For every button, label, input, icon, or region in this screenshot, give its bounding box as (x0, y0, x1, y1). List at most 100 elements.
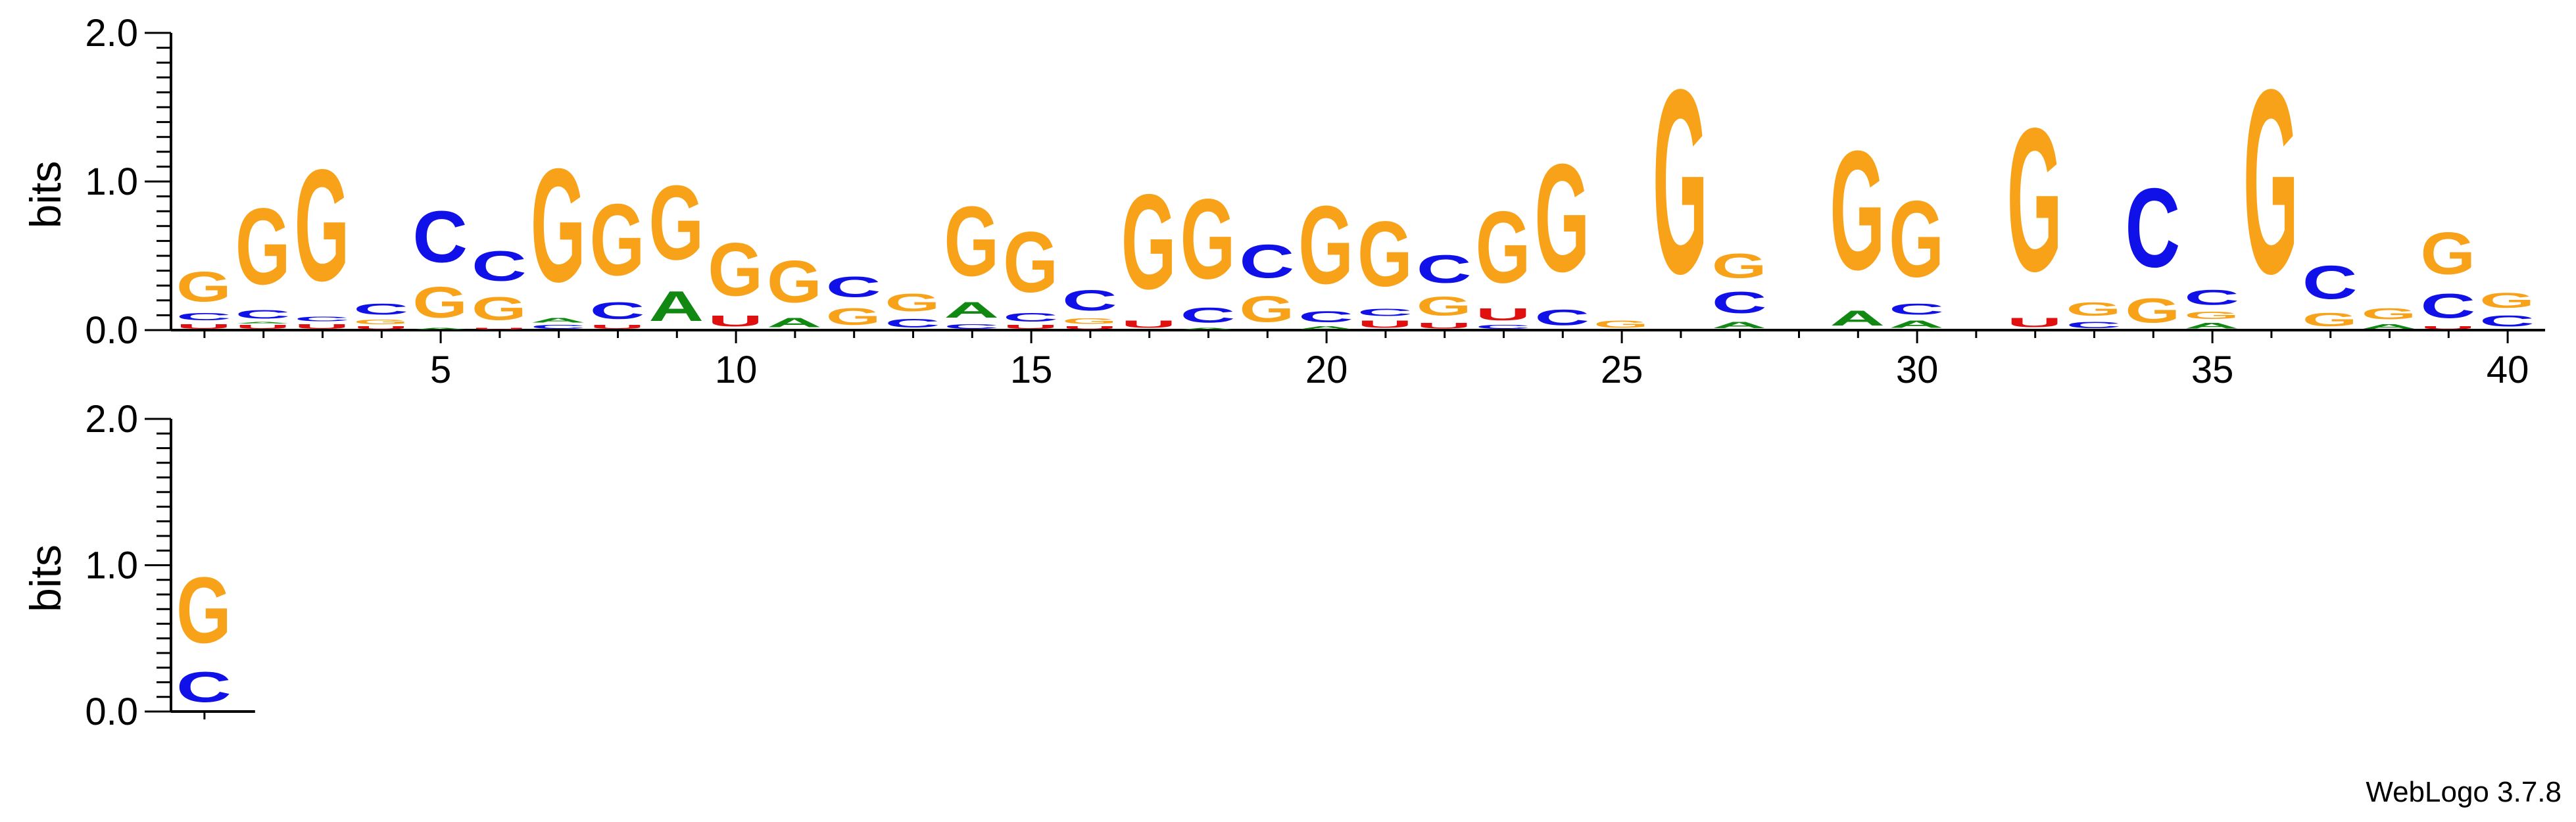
logo-stack: AG (1830, 115, 1885, 330)
logo-stack: G (1593, 318, 1649, 330)
logo-stack: ACG (1298, 183, 1353, 330)
letter-g: G (2125, 291, 2180, 330)
letter-g: G (2066, 299, 2122, 320)
logo-stack: CG (2066, 299, 2122, 329)
logo-stack: CG (2479, 289, 2535, 330)
letter-c: C (826, 270, 881, 303)
letter-a: A (531, 317, 586, 324)
logo-stack: GC (2125, 165, 2180, 330)
logo-stack: AG (767, 249, 822, 330)
letter-c: C (2302, 255, 2358, 309)
letter-g: G (708, 227, 763, 312)
logo-stack: UCG (295, 135, 350, 330)
logo-stack: UG (2007, 85, 2062, 329)
letter-g: G (2420, 220, 2475, 287)
logo-stack: UGC (1417, 247, 1472, 330)
letter-g: G (2479, 289, 2535, 312)
logo-stack: UG (1121, 166, 1177, 330)
logo-row-2: 0.0 1.0 2.0 bits CG (21, 398, 255, 733)
letter-g: G (176, 263, 231, 310)
letter-c: C (1062, 283, 1117, 316)
letter-c: C (1476, 324, 1531, 330)
logo-stack: AGC (2184, 285, 2239, 330)
letter-c: C (1239, 235, 1294, 289)
letter-a: A (1180, 327, 1236, 330)
x-tick-label: 15 (1010, 349, 1053, 391)
letter-g: G (353, 318, 408, 326)
letter-g: G (826, 303, 881, 330)
letter-c: C (590, 297, 645, 324)
letter-g: G (2302, 309, 2358, 330)
x-tick-label: 40 (2487, 349, 2529, 391)
x-tick-label: 35 (2191, 349, 2234, 391)
letter-u: U (590, 324, 645, 330)
letter-c: C (1889, 301, 1944, 318)
logo-stack: UGC (472, 242, 527, 330)
letter-u: U (1417, 321, 1472, 330)
logo-stack: G (1653, 36, 1708, 329)
letter-c: C (885, 317, 940, 330)
letter-c: C (176, 311, 231, 323)
logo-stack: CG (885, 289, 940, 330)
letter-c: C (1712, 285, 1767, 320)
letter-g: G (176, 557, 231, 662)
letter-g: G (412, 278, 468, 327)
x-tick-label: 20 (1305, 349, 1348, 391)
logo-stack: CG (176, 557, 231, 711)
letter-c: C (1003, 311, 1058, 324)
letter-g: G (767, 249, 822, 315)
letter-c: C (2184, 285, 2239, 309)
logo-stack: ACG (1712, 247, 1767, 330)
letter-c: C (472, 242, 527, 289)
letter-g: G (1889, 178, 1944, 300)
y-axis-title: bits (21, 544, 70, 612)
letter-g: G (235, 185, 291, 307)
y-axis-title: bits (21, 161, 70, 229)
x-tick-label: 5 (430, 349, 451, 391)
letter-g: G (1239, 289, 1294, 330)
letter-g: G (1830, 115, 1885, 304)
letter-a: A (1830, 306, 1885, 330)
letter-g: G (1534, 132, 1590, 304)
letter-c: C (235, 308, 291, 321)
logo-stack: CG (1534, 132, 1590, 330)
letter-g: G (1121, 166, 1177, 318)
letter-c: C (353, 301, 408, 318)
letter-g: G (1062, 317, 1117, 326)
letter-g: G (1712, 247, 1767, 285)
y-tick-label: 1.0 (85, 544, 138, 587)
logo-stack: UCG (1003, 214, 1058, 330)
letter-c: C (1534, 305, 1590, 330)
weblogo-credit: WebLogo 3.7.8 (2366, 776, 2562, 808)
logo-stack: AG (648, 164, 704, 329)
letter-c: C (531, 324, 586, 330)
letter-u: U (1357, 318, 1413, 330)
letter-c: C (2066, 320, 2122, 330)
letter-g: G (531, 135, 586, 316)
letter-g: G (2184, 309, 2239, 321)
letter-c: C (2420, 287, 2475, 326)
logo-stack: UCG (1357, 202, 1413, 330)
letter-u: U (1062, 326, 1117, 330)
letter-a: A (944, 298, 999, 323)
logo-stack: CAG (944, 185, 999, 330)
letter-u: U (353, 326, 408, 330)
x-tick-label: 30 (1896, 349, 1939, 391)
logo-stack: UGC (1062, 283, 1117, 330)
letter-g: G (1180, 175, 1236, 303)
letter-a: A (1889, 318, 1944, 330)
y-tick-label: 0.0 (85, 690, 138, 733)
letter-u: U (708, 312, 763, 330)
letter-u: U (1476, 304, 1531, 324)
letter-a: A (412, 327, 468, 330)
y-tick-label: 1.0 (85, 160, 138, 203)
letter-g: G (2362, 304, 2417, 322)
letter-c: C (2479, 312, 2535, 330)
letter-g: G (885, 289, 940, 317)
letter-g: G (2007, 85, 2062, 314)
logo-stack: UGC (353, 301, 408, 330)
letter-u: U (176, 323, 231, 330)
letter-u: U (1121, 318, 1177, 330)
